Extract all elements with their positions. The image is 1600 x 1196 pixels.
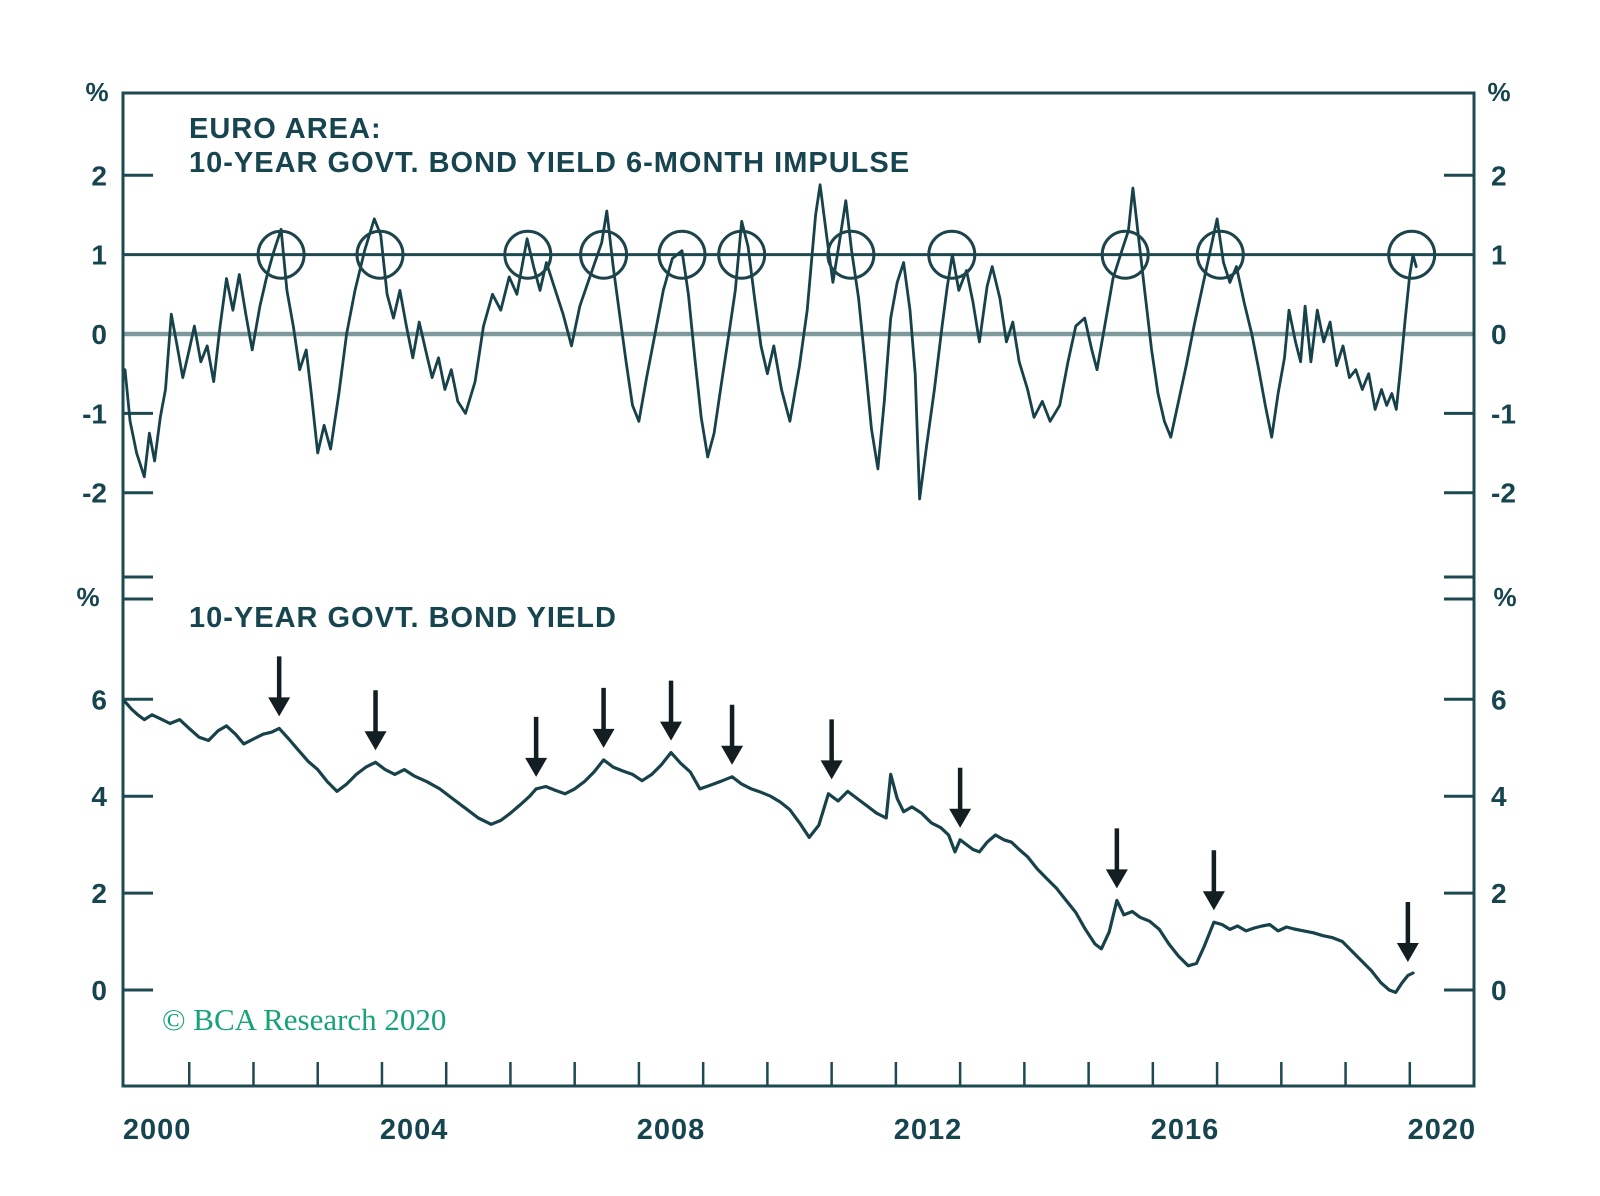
signal-circle bbox=[717, 229, 767, 280]
y-axis-label-left: 2 bbox=[91, 878, 107, 909]
peak-arrow bbox=[592, 687, 615, 748]
percent-label-mid-right: % bbox=[1493, 582, 1516, 612]
arrow-head bbox=[660, 721, 683, 741]
arrow-head bbox=[721, 745, 744, 765]
y-axis-label-right: 0 bbox=[1491, 319, 1507, 350]
peak-arrow bbox=[268, 656, 291, 717]
y-axis-label-left: 6 bbox=[91, 684, 107, 715]
peak-arrow bbox=[949, 767, 972, 828]
y-axis-label-right: 6 bbox=[1491, 684, 1507, 715]
peak-arrow bbox=[525, 716, 548, 777]
y-axis-label-right: 2 bbox=[1491, 878, 1507, 909]
bottom-panel-title: 10-YEAR GOVT. BOND YIELD bbox=[189, 602, 617, 634]
arrow-head bbox=[1202, 891, 1225, 911]
arrow-head bbox=[949, 808, 972, 828]
percent-label-top-left: % bbox=[85, 77, 108, 107]
y-axis-label-right: 4 bbox=[1491, 781, 1507, 812]
top-panel-title-line2: 10-YEAR GOVT. BOND YIELD 6-MONTH IMPULSE bbox=[189, 147, 910, 179]
y-axis-label-left: 1 bbox=[91, 240, 107, 271]
peak-arrow bbox=[660, 680, 683, 741]
arrow-head bbox=[364, 731, 387, 751]
signal-circle bbox=[579, 229, 629, 280]
percent-label-mid-left: % bbox=[76, 582, 99, 612]
peak-arrow bbox=[1396, 902, 1419, 962]
y-axis-label-right: 2 bbox=[1491, 160, 1507, 191]
y-axis-label-left: -1 bbox=[82, 398, 107, 429]
y-axis-label-right: 0 bbox=[1491, 975, 1507, 1006]
y-axis-label-left: -2 bbox=[82, 478, 107, 509]
peak-arrow bbox=[364, 690, 387, 751]
y-axis-label-left: 0 bbox=[91, 975, 107, 1006]
x-axis-label: 2000 bbox=[123, 1114, 192, 1146]
signal-circle bbox=[355, 229, 405, 280]
x-axis-label: 2004 bbox=[380, 1114, 449, 1146]
arrow-head bbox=[1396, 943, 1419, 962]
arrow-head bbox=[268, 697, 291, 717]
signal-circle bbox=[256, 229, 306, 280]
signal-circle bbox=[1195, 229, 1245, 280]
peak-arrow bbox=[1202, 850, 1225, 911]
y-axis-label-right: -2 bbox=[1491, 478, 1516, 509]
x-axis-label: 2016 bbox=[1151, 1114, 1220, 1146]
signal-circle bbox=[657, 229, 707, 280]
copyright-text: © BCA Research 2020 bbox=[162, 1002, 446, 1037]
peak-arrow bbox=[1105, 828, 1128, 889]
peak-arrow bbox=[721, 704, 744, 765]
y-axis-label-right: 1 bbox=[1491, 240, 1507, 271]
percent-label-top-right: % bbox=[1487, 77, 1510, 107]
arrow-head bbox=[1105, 869, 1128, 889]
impulse-series-line bbox=[123, 183, 1418, 501]
x-axis-label: 2020 bbox=[1408, 1114, 1477, 1146]
chart-frame bbox=[121, 91, 1476, 1088]
generated-chart-layer: 2 2 1 1 0 0 -1 -1 -2 -2 6 6 4 4 2 2 0 0 2000 2004 2008 2012 20… bbox=[82, 91, 1516, 1146]
y-axis-label-left: 2 bbox=[91, 160, 107, 191]
signal-circle bbox=[826, 229, 876, 280]
y-axis-label-right: -1 bbox=[1491, 398, 1516, 429]
signal-circle bbox=[1100, 229, 1150, 280]
signal-circle bbox=[503, 229, 553, 280]
signal-circle bbox=[1387, 229, 1437, 280]
signal-circle bbox=[927, 229, 977, 280]
arrow-head bbox=[525, 757, 548, 777]
arrow-head bbox=[592, 728, 615, 748]
top-panel-title-line1: EURO AREA: bbox=[189, 113, 382, 145]
y-axis-label-left: 4 bbox=[91, 781, 107, 812]
yield-series-line bbox=[123, 700, 1415, 995]
y-axis-label-left: 0 bbox=[91, 319, 107, 350]
arrow-head bbox=[820, 760, 843, 780]
x-axis-label: 2012 bbox=[894, 1114, 963, 1146]
peak-arrow bbox=[820, 719, 843, 780]
x-axis-label: 2008 bbox=[637, 1114, 706, 1146]
